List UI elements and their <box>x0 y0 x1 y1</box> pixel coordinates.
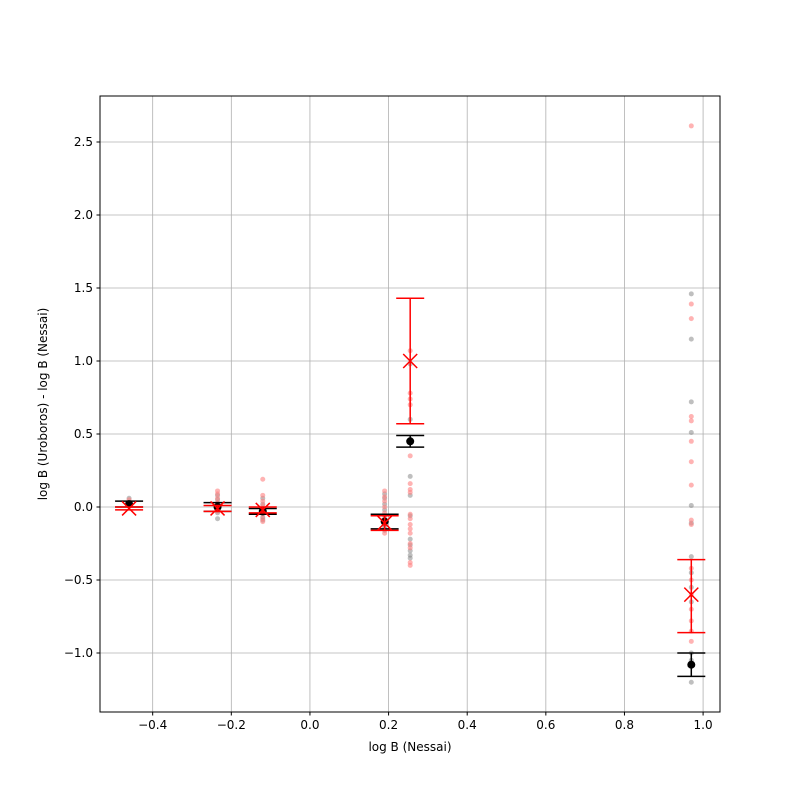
red-point <box>688 123 694 129</box>
red-mean-x-marker <box>683 587 699 603</box>
gray-point <box>688 336 694 342</box>
gray-point <box>688 503 694 509</box>
gray-point <box>407 473 413 479</box>
x-axis-label: log B (Nessai) <box>368 740 451 754</box>
gray-point <box>688 291 694 297</box>
red-point <box>260 476 266 482</box>
x-tick-label: 1.0 <box>694 718 713 732</box>
red-point <box>407 562 413 568</box>
gray-point <box>215 516 221 522</box>
ticks: −0.4 −0.2 0.0 0.2 0.4 0.6 0.8 1.0 −1.0 −0.5 0.0 0.5… <box>64 135 713 732</box>
x-tick-label: 0.6 <box>536 718 555 732</box>
red-point <box>382 498 388 504</box>
y-axis-label: log B (Uroboros) - log B (Nessai) <box>36 308 50 501</box>
gray-point <box>688 554 694 560</box>
red-point <box>688 517 694 523</box>
red-point <box>688 438 694 444</box>
red-point <box>688 418 694 424</box>
red-point <box>407 516 413 522</box>
black-mean-marker <box>406 437 415 446</box>
x-tick-label: −0.4 <box>138 718 167 732</box>
red-point <box>407 541 413 547</box>
gray-point <box>407 536 413 542</box>
red-point <box>260 498 266 504</box>
red-point <box>215 495 221 501</box>
red-point <box>407 526 413 532</box>
gray-point <box>688 679 694 685</box>
red-point <box>407 545 413 551</box>
red-mean-x-marker <box>121 500 137 516</box>
red-point <box>688 459 694 465</box>
red-point <box>260 519 266 525</box>
x-tick-label: 0.4 <box>458 718 477 732</box>
red-mean-x-marker <box>377 515 393 531</box>
red-point <box>688 413 694 419</box>
red-point <box>688 482 694 488</box>
gray-point <box>407 555 413 561</box>
red-point <box>407 489 413 495</box>
y-tick-label: 1.5 <box>74 281 93 295</box>
x-tick-label: 0.8 <box>615 718 634 732</box>
red-mean-x-marker <box>210 500 226 516</box>
red-point <box>407 481 413 487</box>
x-tick-label: −0.2 <box>217 718 246 732</box>
red-point <box>382 488 388 494</box>
red-mean-x-marker <box>255 502 271 518</box>
red-point <box>382 504 388 510</box>
y-tick-label: 0.0 <box>74 500 93 514</box>
y-tick-label: 0.5 <box>74 427 93 441</box>
red-point <box>215 491 221 497</box>
x-tick-label: 0.0 <box>300 718 319 732</box>
red-point <box>260 492 266 498</box>
red-point <box>688 638 694 644</box>
red-mean-x-marker <box>402 353 418 369</box>
y-tick-label: −1.0 <box>64 646 93 660</box>
red-point <box>407 522 413 528</box>
red-point <box>382 494 388 500</box>
y-tick-label: −0.5 <box>64 573 93 587</box>
red-point <box>688 522 694 528</box>
gray-point <box>688 399 694 405</box>
gray-point <box>688 430 694 436</box>
y-tick-label: 1.0 <box>74 354 93 368</box>
plot-frame <box>99 95 721 713</box>
red-point <box>407 511 413 517</box>
black-mean-marker <box>687 660 696 669</box>
red-point <box>382 530 388 536</box>
x-tick-label: 0.2 <box>379 718 398 732</box>
y-tick-label: 2.0 <box>74 208 93 222</box>
red-point <box>688 301 694 307</box>
red-point <box>407 530 413 536</box>
marks <box>115 123 706 685</box>
red-point <box>688 316 694 322</box>
red-point <box>407 453 413 459</box>
y-tick-label: 2.5 <box>74 135 93 149</box>
